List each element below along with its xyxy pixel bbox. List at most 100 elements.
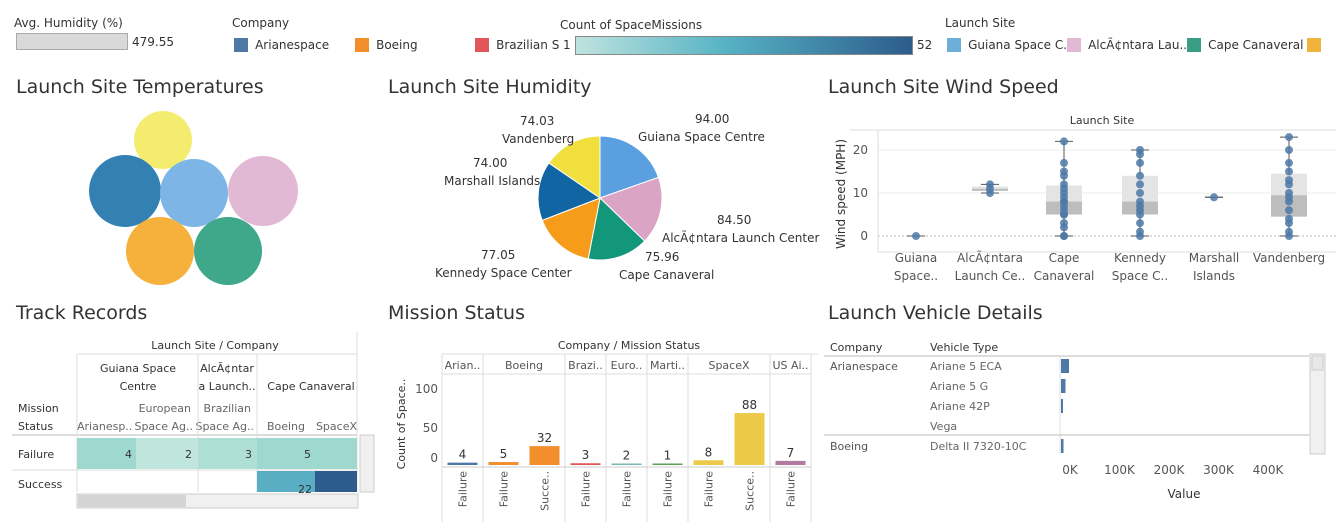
bubble-mark[interactable] (134, 111, 192, 169)
pie-value-label: 75.96 (645, 250, 679, 264)
track-cell[interactable] (136, 438, 198, 469)
track-v-scrollbar[interactable] (359, 434, 375, 493)
track-cell[interactable] (315, 471, 357, 492)
wind-point[interactable] (1060, 167, 1068, 176)
pie-name-label: AlcÃ¢ntara Launch Center (662, 230, 819, 245)
launch-site-legend-item[interactable]: Guiana Space C.. (947, 34, 1071, 53)
launch-site-legend-item[interactable]: Cape Canaveral (1187, 34, 1303, 53)
company-legend-item[interactable]: Brazilian S (475, 34, 559, 53)
wind-point[interactable] (1060, 219, 1068, 228)
company-legend-item[interactable]: Boeing (355, 34, 418, 53)
wind-x-label: Guiana (895, 251, 938, 265)
mission-bar[interactable] (652, 463, 683, 466)
wind-point[interactable] (912, 232, 920, 240)
mission-bar[interactable] (693, 460, 724, 465)
track-cell[interactable] (257, 438, 315, 469)
wind-y-tick: 0 (860, 229, 868, 243)
wind-point[interactable] (1136, 146, 1144, 154)
pie-value-label: 84.50 (717, 213, 751, 227)
wind-point[interactable] (1136, 189, 1144, 197)
wind-point[interactable] (1285, 146, 1293, 154)
vehicle-bar[interactable] (1061, 359, 1069, 373)
wind-point[interactable] (1060, 232, 1068, 240)
mission-status-label: Failure (580, 471, 593, 507)
wind-point[interactable] (1285, 176, 1293, 185)
mission-bar[interactable] (775, 460, 806, 465)
wind-point[interactable] (1285, 133, 1293, 142)
mission-bar[interactable] (447, 462, 478, 465)
mission-status-label: Failure (498, 471, 511, 507)
pie-name-label: Guiana Space Centre (638, 130, 765, 144)
vehicle-bar[interactable] (1061, 399, 1063, 413)
pie-slice[interactable] (587, 197, 646, 261)
pie-slice[interactable] (548, 135, 601, 199)
track-site-header: Cape Canaveral (267, 380, 354, 393)
track-row-label: Success (18, 478, 63, 491)
pie-slice[interactable] (541, 197, 601, 260)
box-upper[interactable] (1122, 175, 1158, 202)
bubble-mark[interactable] (89, 155, 161, 227)
vehicle-company: Boeing (830, 440, 868, 453)
bubble-mark[interactable] (228, 156, 298, 226)
mission-bar[interactable] (570, 463, 601, 465)
track-cell[interactable] (257, 471, 315, 492)
wind-point[interactable] (1136, 197, 1144, 206)
track-company-header: European (139, 402, 191, 415)
vehicle-bar[interactable] (1061, 439, 1064, 453)
wind-point[interactable] (1060, 158, 1068, 167)
company-legend-item[interactable]: Arianespace (234, 34, 329, 53)
mission-company-label: SpaceX (708, 359, 750, 372)
wind-point[interactable] (1136, 219, 1144, 228)
wind-point[interactable] (1285, 214, 1293, 223)
pie-name-label: Cape Canaveral (619, 268, 714, 282)
wind-point[interactable] (1136, 171, 1144, 180)
mission-bar[interactable] (734, 413, 765, 465)
box-lower[interactable] (1271, 195, 1307, 217)
bubble-mark[interactable] (126, 217, 194, 285)
track-cell[interactable] (198, 438, 257, 469)
wind-point[interactable] (1210, 193, 1218, 202)
wind-point[interactable] (1136, 227, 1144, 236)
company-legend-title: Company (232, 16, 290, 30)
vehicle-type: Delta II 7320-10C (930, 440, 1027, 453)
track-site-header: a Launch.. (198, 380, 255, 393)
mission-bar[interactable] (529, 446, 560, 465)
mission-status-label: Failure (662, 471, 675, 507)
vehicle-v-scrollbar[interactable] (1309, 353, 1326, 455)
wind-point[interactable] (986, 180, 994, 189)
pie-slice[interactable] (599, 176, 663, 242)
mission-bar-label: 5 (500, 447, 508, 461)
wind-point[interactable] (1285, 206, 1293, 215)
wind-point[interactable] (1060, 180, 1068, 189)
track-cell[interactable] (77, 438, 136, 469)
mission-bar-label: 88 (742, 398, 757, 412)
bubble-mark[interactable] (194, 217, 262, 285)
vehicle-bar[interactable] (1061, 379, 1066, 393)
wind-point[interactable] (1285, 167, 1293, 176)
track-row-header: Status (18, 420, 53, 433)
pie-value-label: 74.00 (473, 156, 507, 170)
launch-site-legend-item[interactable]: AlcÃ¢ntara Lau.. (1067, 34, 1187, 53)
track-site-header: Centre (120, 380, 157, 393)
mission-bar-label: 8 (705, 445, 713, 459)
legend-label: Brazilian S (496, 38, 560, 52)
wind-header: Launch Site (1070, 114, 1135, 127)
count-legend-title: Count of SpaceMissions (560, 18, 703, 32)
count-legend-min: 1 (563, 38, 571, 52)
vehicle-v-scroll-thumb[interactable] (1311, 355, 1324, 371)
mission-bar[interactable] (488, 462, 519, 465)
wind-point[interactable] (1285, 189, 1293, 197)
launch-site-legend-item[interactable] (1307, 34, 1321, 53)
bubble-mark[interactable] (160, 159, 228, 227)
track-cell[interactable] (315, 438, 357, 469)
wind-point[interactable] (1285, 158, 1293, 167)
track-h-scroll-thumb[interactable] (78, 495, 186, 507)
wind-point[interactable] (1285, 227, 1293, 236)
legend-swatch (1307, 37, 1321, 52)
mission-bar[interactable] (611, 463, 642, 466)
wind-point[interactable] (1136, 180, 1144, 189)
wind-point[interactable] (1060, 137, 1068, 146)
wind-point[interactable] (1136, 158, 1144, 167)
wind-x-label: Kennedy (1114, 251, 1166, 265)
pie-slice[interactable] (537, 162, 602, 221)
